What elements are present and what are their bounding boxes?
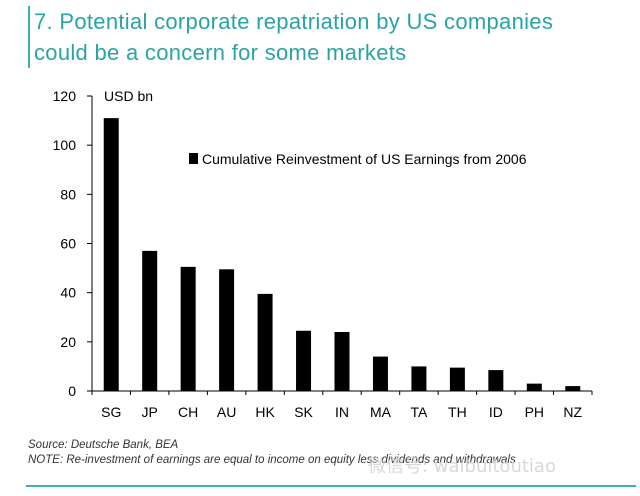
x-tick-label: IN xyxy=(335,404,349,420)
bar-in xyxy=(334,332,350,391)
x-tick-label: SG xyxy=(101,404,121,420)
y-axis: 0 20 40 60 80 100 120 xyxy=(53,88,93,399)
x-tick-label: MA xyxy=(370,404,392,420)
x-tick-label: PH xyxy=(525,404,544,420)
y-tick-label: 80 xyxy=(60,186,76,202)
chart-title-line-1: 7. Potential corporate repatriation by U… xyxy=(34,9,554,34)
bar-au xyxy=(219,269,235,391)
y-tick-label: 120 xyxy=(53,88,77,104)
bar-ph xyxy=(526,383,542,391)
bar-sg xyxy=(103,118,119,391)
bar-id xyxy=(488,370,504,391)
source-note: Source: Deutsche Bank, BEA xyxy=(28,439,179,451)
legend: Cumulative Reinvestment of US Earnings f… xyxy=(189,151,527,167)
bar-ta xyxy=(411,366,427,391)
bar-ch xyxy=(180,266,196,391)
y-tick-label: 0 xyxy=(68,383,76,399)
chart-title-block: 7. Potential corporate repatriation by U… xyxy=(28,6,634,68)
x-tick-label: CH xyxy=(178,404,198,420)
watermark: 微信号: waibuitoutiao xyxy=(368,456,556,477)
bar-nz xyxy=(565,386,581,391)
bottom-divider xyxy=(26,485,636,487)
y-tick-label: 40 xyxy=(60,285,76,301)
y-tick-label: 20 xyxy=(60,334,76,350)
bar-jp xyxy=(142,250,158,391)
chart-title-line-2: could be a concern for some markets xyxy=(34,40,407,65)
x-tick-label: HK xyxy=(255,404,275,420)
y-axis-label: USD bn xyxy=(104,88,153,104)
x-tick-label: NZ xyxy=(563,404,582,420)
x-tick-label: TA xyxy=(410,404,428,420)
bar-hk xyxy=(257,293,273,391)
x-tick-label: AU xyxy=(217,404,236,420)
y-tick-label: 100 xyxy=(53,137,77,153)
x-tick-label: SK xyxy=(294,404,313,420)
legend-swatch xyxy=(189,153,198,164)
bar-ma xyxy=(372,356,388,391)
x-axis: SG JP CH AU HK SK IN MA TA TH ID PH NZ xyxy=(91,390,593,420)
methodology-note: NOTE: Re-investment of earnings are equa… xyxy=(28,454,516,466)
legend-label: Cumulative Reinvestment of US Earnings f… xyxy=(202,151,527,167)
x-tick-label: JP xyxy=(142,404,158,420)
x-tick-label: TH xyxy=(448,404,467,420)
bars xyxy=(103,118,581,391)
bar-th xyxy=(449,367,465,391)
y-tick-label: 60 xyxy=(60,236,76,252)
bar-chart: 0 20 40 60 80 100 120 SG JP CH AU HK SK IN MA TA TH ID PH… xyxy=(53,88,593,420)
chart-footer: Source: Deutsche Bank, BEA NOTE: Re-inve… xyxy=(28,438,516,468)
bar-sk xyxy=(296,330,312,391)
x-tick-label: ID xyxy=(489,404,503,420)
